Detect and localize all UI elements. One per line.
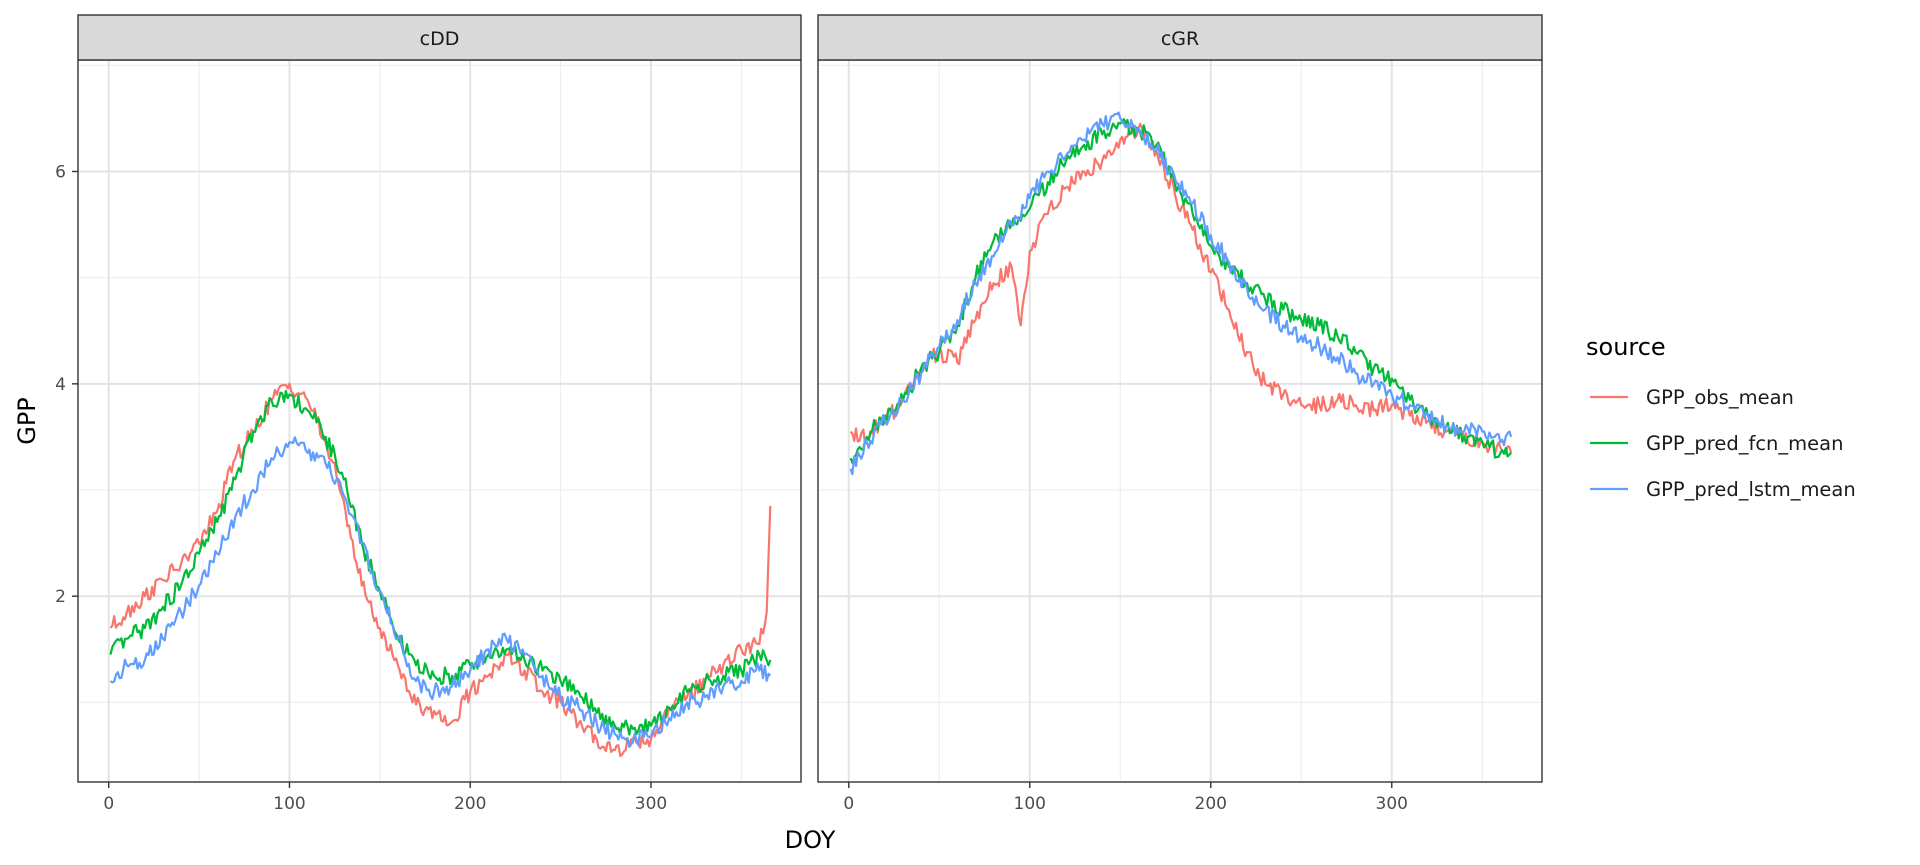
strip-label: cDD: [420, 28, 460, 50]
series-line-GPP_obs_mean: [849, 122, 1513, 456]
x-tick-label: 100: [273, 794, 305, 814]
legend-label: GPP_pred_fcn_mean: [1646, 432, 1843, 455]
y-tick-label: 2: [55, 587, 66, 607]
legend: source GPP_obs_meanGPP_pred_fcn_meanGPP_…: [1586, 333, 1856, 501]
panel-cdd: cDD 0 100 200 300: [77, 14, 802, 814]
major-gridlines: [818, 60, 1542, 782]
series-lines: [109, 382, 772, 758]
series-lines: [849, 111, 1513, 476]
x-tick-label: 0: [103, 794, 114, 814]
legend-label: GPP_obs_mean: [1646, 386, 1794, 409]
major-gridlines: [78, 60, 801, 782]
minor-gridlines: [78, 60, 801, 782]
x-axis-title: DOY: [785, 826, 836, 854]
strip-label: cGR: [1161, 28, 1199, 50]
series-line-GPP_pred_lstm_mean: [109, 436, 772, 748]
strip-background: [77, 14, 802, 61]
y-tick-label: 6: [55, 162, 66, 182]
legend-keys: GPP_obs_mean GPP_pred_fcn_mean GPP_pred_ls…: [1590, 386, 1856, 501]
panel-background: [78, 60, 801, 782]
series-line-GPP_pred_lstm_mean: [849, 111, 1513, 476]
strip-background: [817, 14, 1543, 61]
x-tick-label: 300: [1376, 794, 1408, 814]
x-tick-label: 100: [1014, 794, 1046, 814]
y-axis: 2 4 6: [55, 162, 78, 607]
x-tick-label: 0: [843, 794, 854, 814]
minor-gridlines: [818, 60, 1542, 782]
x-tick-label: 200: [454, 794, 486, 814]
y-axis-title: GPP: [13, 397, 41, 445]
x-axis-ticks: 0 100 200 300: [103, 782, 667, 814]
panel-cgr: cGR 0 100 200 300: [817, 14, 1543, 814]
legend-title: source: [1586, 333, 1666, 361]
x-tick-label: 200: [1195, 794, 1227, 814]
series-line-GPP_pred_fcn_mean: [109, 389, 772, 736]
series-line-GPP_obs_mean: [109, 382, 772, 758]
x-axis-ticks: 0 100 200 300: [843, 782, 1408, 814]
x-tick-label: 300: [635, 794, 667, 814]
legend-label: GPP_pred_lstm_mean: [1646, 478, 1856, 501]
y-tick-label: 4: [55, 375, 66, 395]
